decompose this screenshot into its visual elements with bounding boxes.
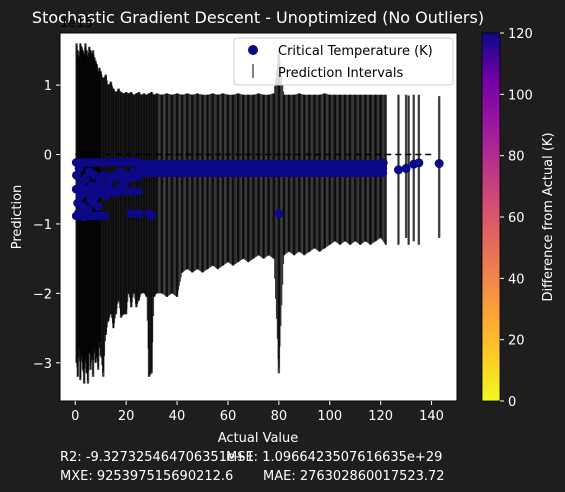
colorbar-tick-label: 100 [508, 88, 533, 103]
metric-mse: MSE: 1.0966423507616635e+29 [226, 450, 442, 465]
data-point [100, 211, 110, 221]
colorbar-axis: 0 20 40 60 80 100 120 [500, 27, 533, 410]
metric-mxe: MXE: 925397515690212.6 [60, 469, 233, 484]
data-point [393, 165, 403, 175]
colorbar-label: Difference from Actual (K) [541, 132, 556, 301]
colorbar-tick-label: 80 [508, 150, 525, 165]
metric-mae: MAE: 276302860017523.72 [263, 469, 445, 484]
colorbar-tick-label: 0 [508, 395, 516, 410]
chart-title: Stochastic Gradient Descent - Unoptimize… [32, 8, 484, 27]
x-axis-label: Actual Value [218, 431, 299, 446]
data-point [414, 158, 424, 168]
data-point [274, 209, 284, 219]
x-tick-label: 20 [118, 409, 135, 424]
data-point [72, 170, 82, 180]
y-tick-label: 0 [44, 149, 52, 164]
x-tick-label: 120 [368, 409, 393, 424]
legend-marker-points [248, 45, 258, 55]
colorbar-tick-label: 40 [508, 272, 525, 287]
colorbar [481, 32, 501, 402]
data-point [94, 177, 104, 187]
x-tick-label: 0 [71, 409, 79, 424]
y-axis-label: Prediction [10, 185, 25, 250]
y-axis: −3 −2 −1 0 1 [33, 79, 60, 372]
data-point [134, 187, 143, 196]
data-point [89, 170, 99, 180]
data-point [378, 159, 388, 169]
critical-temperature-points [71, 157, 444, 222]
metric-r2: R2: -9.327325464706351e+1 [60, 450, 254, 465]
x-tick-label: 60 [220, 409, 237, 424]
legend-box [233, 37, 454, 86]
y-tick-label: 1 [44, 79, 52, 94]
data-point [134, 209, 144, 219]
y-tick-label: −3 [33, 357, 52, 372]
legend-item-points: Critical Temperature (K) [278, 44, 433, 59]
x-tick-label: 140 [419, 409, 444, 424]
data-point [80, 174, 90, 184]
x-axis: 0 20 40 60 80 100 120 140 [71, 401, 444, 424]
legend-item-intervals: Prediction Intervals [278, 66, 403, 81]
legend: Critical Temperature (K) Prediction Inte… [233, 37, 454, 86]
data-point [401, 163, 411, 173]
y-offset-label: 1e15 [60, 16, 93, 31]
data-point [434, 159, 444, 169]
data-point [147, 211, 157, 221]
y-tick-label: −1 [33, 218, 52, 233]
x-tick-label: 80 [271, 409, 288, 424]
colorbar-tick-label: 20 [508, 334, 525, 349]
colorbar-tick-label: 60 [508, 211, 525, 226]
data-point [126, 209, 136, 219]
data-point [93, 202, 103, 212]
y-tick-label: −2 [33, 287, 52, 302]
x-tick-label: 100 [317, 409, 342, 424]
x-tick-label: 40 [169, 409, 186, 424]
colorbar-tick-label: 120 [508, 27, 533, 42]
